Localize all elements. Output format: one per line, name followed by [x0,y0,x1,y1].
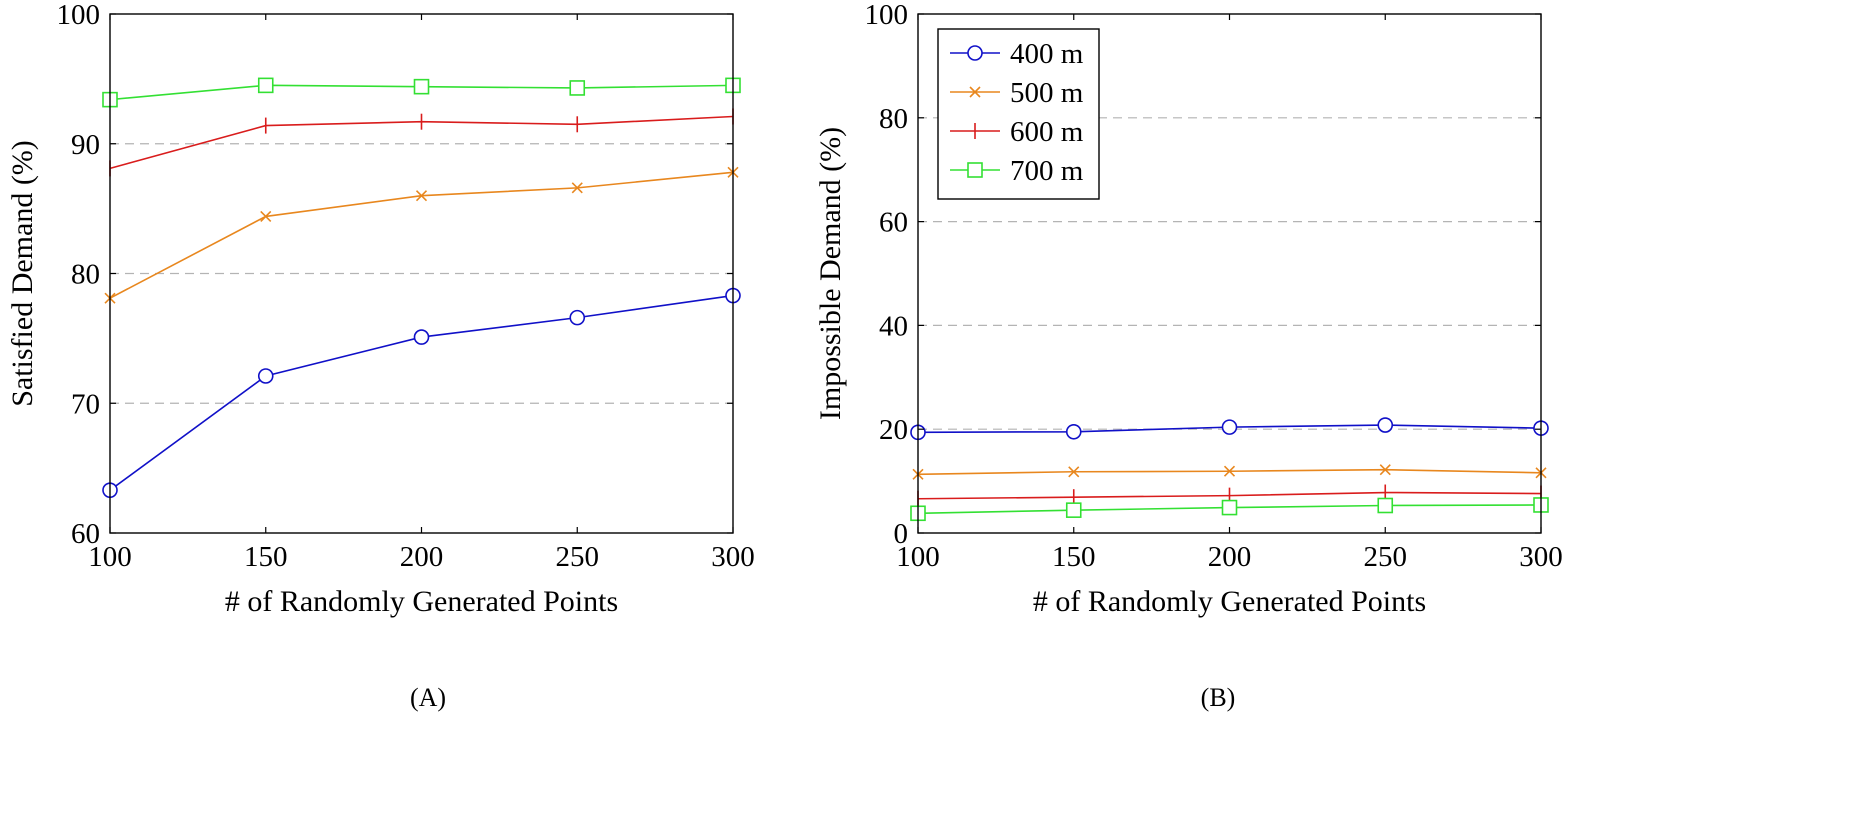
chart-b-legend-marker-400m [967,45,983,61]
chart-a-point-700m-2 [413,78,430,95]
chart-b-xtick-label: 100 [896,541,940,573]
chart-a-point-500m-2 [415,190,428,202]
chart-a-ytick-label: 70 [71,388,100,420]
chart-a-x-axis-title: # of Randomly Generated Points [225,585,618,618]
chart-a-ytick-label: 100 [57,0,101,31]
chart-a-point-500m-2-stroke-b [415,190,428,202]
chart-a-point-700m-1 [257,77,274,94]
chart-b-point-500m-2-stroke-b [1223,465,1236,477]
chart-a-series-700m [102,77,741,108]
chart-b-point-500m-3-stroke-b [1379,464,1391,476]
chart-a-point-500m-1 [260,210,272,222]
chart-b-point-500m-1-stroke-b [1068,466,1080,478]
chart-b-legend-label-400m: 400 m [1010,38,1084,70]
chart-b-point-500m-3 [1379,464,1391,476]
chart-b-series-700m [910,497,1549,522]
chart-a-series-400m [102,287,741,498]
chart-b-point-700m-3 [1377,497,1394,514]
chart-b-y-axis-title: Impossible Demand (%) [814,127,847,420]
chart-a-y-axis-title: Satisfied Demand (%) [6,140,39,407]
chart-b-point-700m-1 [1065,502,1082,518]
chart-a-xtick-label: 200 [400,541,444,573]
chart-b-ytick-label: 100 [865,0,909,31]
chart-a-series-500m [104,166,739,304]
chart-b-legend-label-600m: 600 m [1010,116,1084,148]
chart-a-point-400m-2 [413,329,430,345]
chart-b-series-500m [912,464,1547,480]
chart-b-xtick-label: 300 [1519,541,1563,573]
chart-b-xtick-label: 250 [1364,541,1408,573]
chart-b-point-400m-1 [1065,423,1082,440]
chart-a-xtick-label: 250 [556,541,600,573]
chart-b-xtick-label: 150 [1052,541,1096,573]
chart-b-point-500m-1 [1068,466,1080,478]
chart-b-series-400m [910,417,1549,441]
chart-a-series-600m [109,108,734,177]
chart-b-point-400m-2 [1221,419,1238,435]
chart-a-ytick-label: 80 [71,259,100,291]
chart-b-caption: (B) [1201,683,1236,712]
chart-b-ytick-label: 40 [879,310,908,342]
chart-a-point-400m-3 [569,309,586,326]
chart-b-ytick-label: 60 [879,207,908,239]
chart-a-point-500m-1-stroke-b [260,210,272,222]
chart-a-caption: (A) [410,683,446,712]
chart-b-legend-label-500m: 500 m [1010,77,1084,109]
chart-a-ytick-label: 90 [71,129,100,161]
chart-a-ytick-label: 60 [71,518,100,550]
chart-a-line-400m [109,294,734,491]
chart-a-xtick-label: 150 [244,541,288,573]
chart-b-ytick-label: 80 [879,103,908,135]
chart-b-x-axis-title: # of Randomly Generated Points [1033,585,1426,618]
chart-b-point-500m-2 [1223,465,1236,477]
chart-a-point-400m-1 [257,368,274,384]
chart-b-ytick-label: 20 [879,414,908,446]
chart-a-line-500m [109,171,734,299]
chart-b-legend-marker-500m [969,86,981,98]
chart-b-legend: 400 m 500 m 600 m 700 m [937,28,1100,200]
chart-b-legend-label-700m: 700 m [1010,155,1084,187]
chart-a-point-500m-3-stroke-b [571,182,583,194]
chart-a: 100 150 200 250 300 60 70 80 90 100 # of Randomly … [6,0,755,712]
chart-b-ytick-label: 0 [894,518,909,550]
chart-b-legend-marker-500m-stroke-b [969,86,981,98]
chart-b-point-400m-3 [1377,417,1394,433]
chart-a-xtick-label: 300 [711,541,755,573]
chart-b-point-700m-2 [1221,499,1238,516]
chart-a-point-500m-3 [571,182,583,194]
chart-a-xtick-label: 100 [88,541,132,573]
chart-b-xtick-label: 200 [1208,541,1252,573]
chart-a-point-700m-3 [569,80,586,96]
chart-b-legend-marker-700m [967,162,983,178]
chart-b: 100 150 200 250 300 0 20 40 60 80 100 # of Randomly… [814,0,1563,712]
